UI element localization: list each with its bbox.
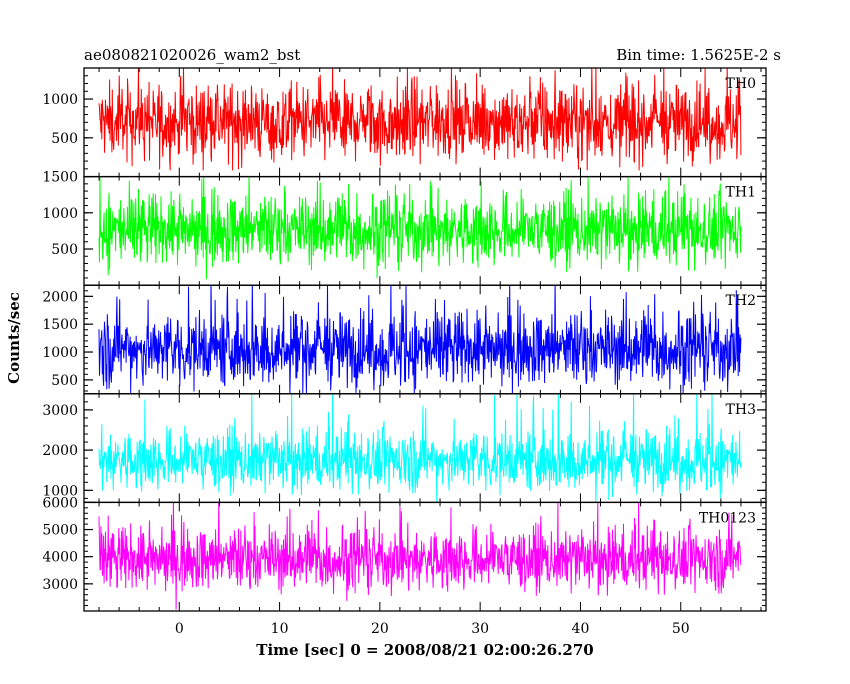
y-tick-label: 6000 — [42, 495, 78, 511]
series-line-th2 — [98, 285, 742, 394]
series-line-th0 — [98, 68, 742, 171]
x-axis: 0 10 20 30 40 50 — [175, 621, 690, 637]
chart-title: ae080821020026_wam2_bst — [84, 46, 300, 64]
y-axis-label: Counts/sec — [5, 292, 23, 384]
y-tick-label: 2000 — [42, 289, 78, 305]
panel-label-th3: TH3 — [726, 402, 756, 418]
panel-label-th1: TH1 — [726, 185, 756, 201]
y-tick-label: 1500 — [42, 317, 78, 333]
y-tick-label: 500 — [51, 131, 78, 147]
panel-th3: 1000 2000 3000 TH3 — [42, 393, 767, 504]
y-tick-label: 1000 — [42, 483, 78, 499]
y-tick-label: 1000 — [42, 92, 78, 108]
panel-th1: 500 1000 1500 TH1 — [42, 170, 767, 286]
y-tick-label: 2000 — [42, 443, 78, 459]
y-tick-label: 1000 — [42, 345, 78, 361]
x-axis-label: Time [sec] 0 = 2008/08/21 02:00:26.270 — [256, 641, 593, 659]
x-tick-label: 0 — [175, 621, 184, 637]
y-tick-label: 3000 — [42, 577, 78, 593]
panel-th0: 500 1000 TH0 — [42, 67, 767, 178]
y-tick-label: 4000 — [42, 550, 78, 566]
panels-group: 500 1000 TH0 500 1000 1500 TH1 500 1000 1500 2000 T… — [42, 67, 767, 612]
panel-label-th2: TH2 — [726, 293, 756, 309]
x-tick-label: 30 — [471, 621, 489, 637]
series-line-th0123 — [98, 502, 742, 610]
y-tick-label: 1000 — [42, 206, 78, 222]
series-line-th1 — [98, 176, 742, 280]
y-tick-label: 500 — [51, 373, 78, 389]
series-line-th3 — [98, 393, 742, 503]
panel-label-th0123: TH0123 — [699, 510, 756, 526]
chart-subtitle: Bin time: 1.5625E-2 s — [616, 46, 781, 64]
x-tick-label: 40 — [572, 621, 590, 637]
y-tick-label: 5000 — [42, 523, 78, 539]
y-tick-label: 500 — [51, 242, 78, 258]
y-tick-label: 1500 — [42, 170, 78, 186]
panel-th0123: 3000 4000 5000 6000 TH0123 — [42, 495, 767, 612]
panel-label-th0: TH0 — [726, 76, 756, 92]
x-tick-label: 20 — [371, 621, 389, 637]
panel-th2: 500 1000 1500 2000 TH2 — [42, 284, 767, 395]
x-tick-label: 50 — [672, 621, 690, 637]
x-tick-label: 10 — [271, 621, 289, 637]
y-tick-label: 3000 — [42, 403, 78, 419]
